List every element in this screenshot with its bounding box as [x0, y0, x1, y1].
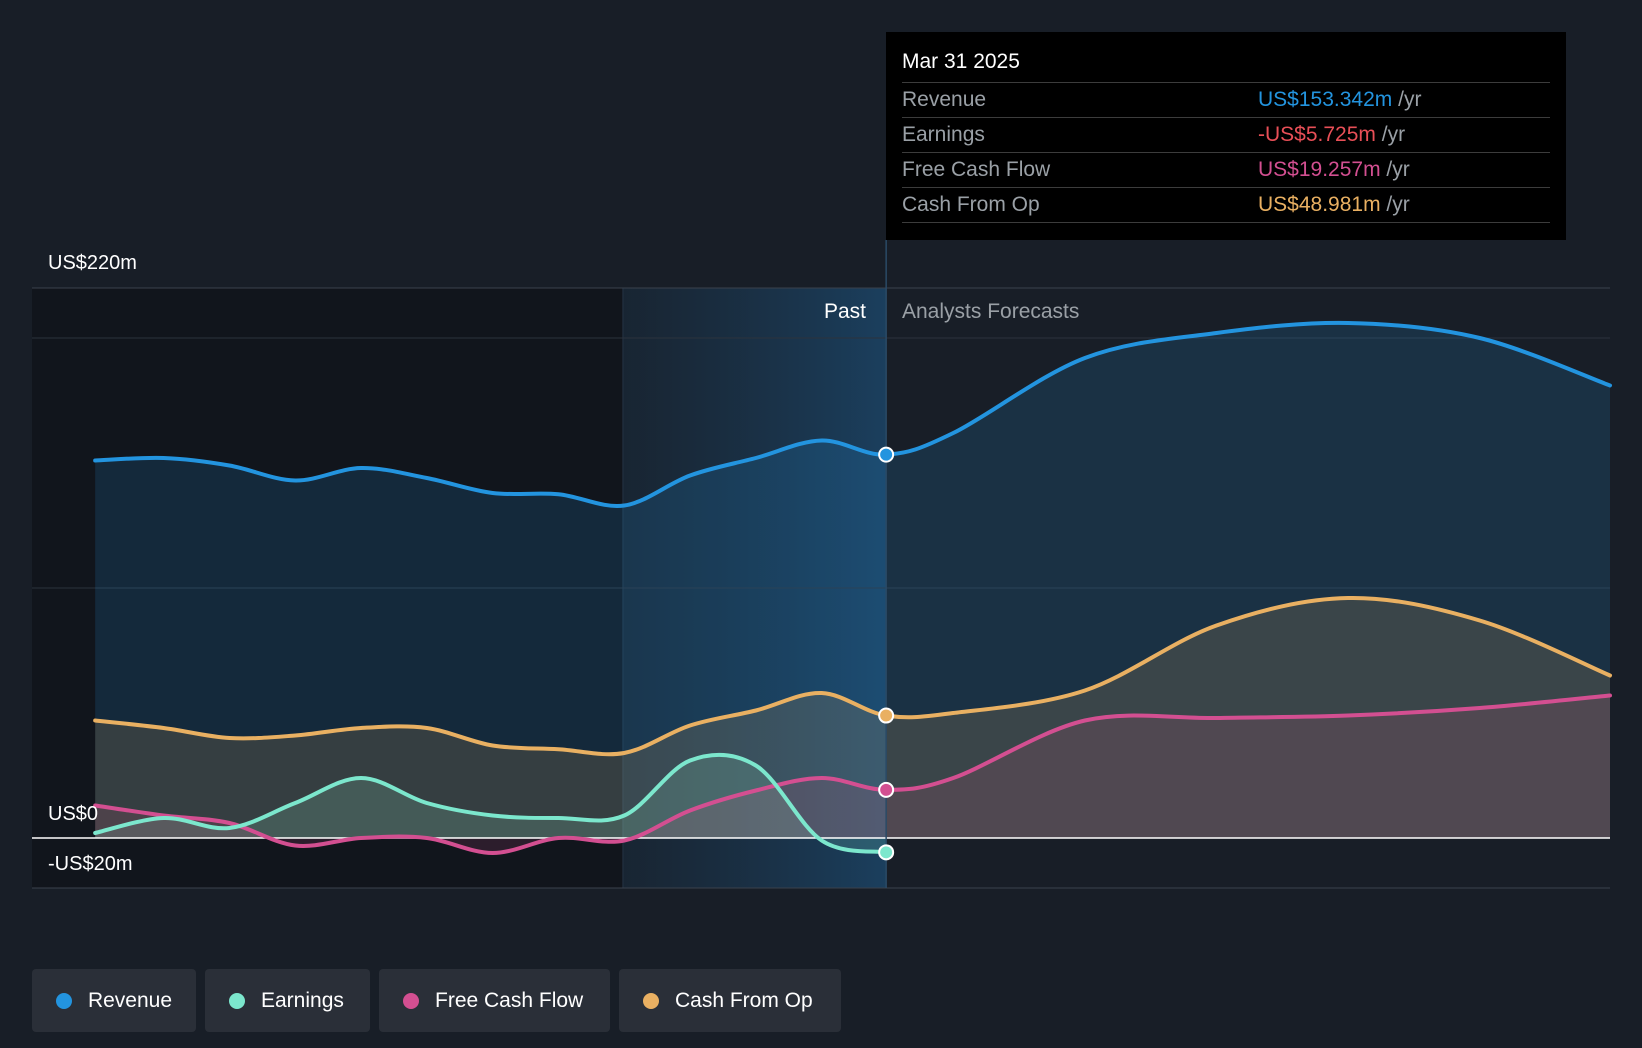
- legend-dot-icon: [403, 992, 419, 1009]
- tooltip-value: US$48.981m: [1258, 193, 1381, 216]
- y-axis-top-label: US$220m: [48, 252, 137, 274]
- forecast-label: Analysts Forecasts: [902, 300, 1080, 323]
- tooltip: Mar 31 2025 Revenue US$153.342m /yr Earn…: [886, 32, 1566, 240]
- legend-item-revenue[interactable]: Revenue: [32, 969, 196, 1032]
- tooltip-unit: /yr: [1398, 88, 1422, 111]
- legend-label: Revenue: [87, 988, 172, 1012]
- tooltip-label: Cash From Op: [902, 193, 1040, 216]
- legend-dot-icon: [56, 992, 72, 1009]
- tooltip-unit: /yr: [1386, 158, 1410, 181]
- chart-canvas: 20232024202520262027: [32, 240, 1612, 889]
- tooltip-row-earnings: Earnings -US$5.725m /yr: [902, 118, 1550, 153]
- area-cash-from-op: [95, 597, 1611, 838]
- legend-dot-icon: [643, 992, 659, 1009]
- area-free-cash-flow: [95, 695, 1611, 853]
- marker-revenue: [878, 446, 895, 463]
- area-revenue: [95, 322, 1611, 838]
- tooltip-unit: /yr: [1386, 193, 1410, 216]
- tooltip-date: Mar 31 2025: [902, 46, 1550, 83]
- tooltip-value: US$153.342m: [1258, 88, 1393, 111]
- legend-label: Free Cash Flow: [435, 988, 584, 1012]
- legend-label: Cash From Op: [675, 988, 813, 1012]
- y-axis-bottom-label: -US$20m: [48, 853, 133, 875]
- legend-label: Earnings: [261, 988, 344, 1012]
- tooltip-row-cash-from-op: Cash From Op US$48.981m /yr: [902, 188, 1550, 223]
- tooltip-value: US$19.257m: [1258, 158, 1381, 181]
- tooltip-unit: /yr: [1381, 123, 1406, 146]
- legend: Revenue Earnings Free Cash Flow Cash Fro…: [32, 969, 841, 1032]
- area-earnings: [95, 754, 887, 853]
- legend-item-cash-from-op[interactable]: Cash From Op: [619, 969, 841, 1032]
- legend-dot-icon: [229, 992, 245, 1009]
- tooltip-row-free-cash-flow: Free Cash Flow US$19.257m /yr: [902, 153, 1550, 188]
- marker-free-cash-flow: [878, 781, 895, 798]
- legend-item-free-cash-flow[interactable]: Free Cash Flow: [379, 969, 610, 1032]
- line-free-cash-flow: [93, 693, 1612, 856]
- tooltip-value: -US$5.725m: [1258, 123, 1376, 146]
- line-revenue: [93, 320, 1612, 509]
- tooltip-label: Free Cash Flow: [902, 158, 1051, 181]
- marker-cash-from-op: [878, 707, 895, 724]
- tooltip-row-revenue: Revenue US$153.342m /yr: [902, 83, 1550, 118]
- legend-item-earnings[interactable]: Earnings: [205, 969, 370, 1032]
- line-earnings: [93, 752, 889, 855]
- line-cash-from-op: [93, 595, 1612, 757]
- marker-earnings: [878, 844, 895, 861]
- y-axis-zero-label: US$0: [48, 803, 99, 825]
- past-label: Past: [824, 300, 867, 323]
- tooltip-label: Revenue: [902, 88, 987, 111]
- tooltip-label: Earnings: [902, 123, 985, 146]
